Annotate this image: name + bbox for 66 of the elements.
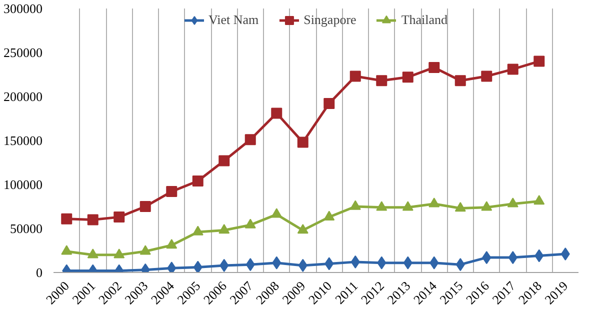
point	[244, 218, 256, 228]
point	[114, 212, 125, 223]
point	[350, 255, 360, 268]
x-tick-label: 2011	[332, 278, 361, 307]
point	[428, 62, 440, 73]
point	[430, 256, 439, 270]
point	[192, 175, 204, 186]
point	[454, 75, 466, 86]
point	[507, 198, 518, 208]
point	[87, 248, 98, 258]
point	[454, 202, 466, 212]
point	[456, 258, 465, 272]
point	[534, 56, 545, 67]
point	[272, 256, 282, 270]
point	[560, 248, 570, 261]
point	[140, 245, 151, 255]
point	[140, 201, 151, 212]
point	[271, 108, 282, 119]
point	[298, 258, 308, 272]
point	[324, 98, 335, 110]
point	[166, 186, 178, 198]
point	[87, 214, 98, 226]
point	[507, 64, 518, 75]
point	[481, 201, 492, 211]
point	[482, 251, 492, 264]
point	[297, 224, 308, 234]
point	[244, 134, 256, 146]
point	[376, 75, 388, 86]
legend-label: Viet Nam	[208, 12, 259, 28]
point	[271, 208, 282, 218]
point	[481, 70, 492, 82]
point	[167, 262, 176, 272]
point	[220, 258, 229, 272]
point	[376, 201, 388, 211]
y-tick-label: 200000	[4, 89, 42, 104]
point	[508, 251, 518, 264]
point	[297, 136, 308, 148]
y-tick-label: 150000	[4, 133, 42, 148]
point	[377, 256, 386, 270]
point	[402, 201, 414, 211]
point	[218, 224, 230, 234]
legend-label: Thailand	[401, 12, 448, 28]
y-tick-label: 250000	[4, 45, 42, 60]
point	[402, 72, 414, 83]
point	[193, 260, 202, 272]
point	[534, 249, 544, 262]
point	[428, 198, 440, 208]
point	[403, 256, 412, 270]
point	[534, 194, 545, 205]
y-tick-label: 50000	[10, 221, 42, 236]
point	[61, 245, 72, 255]
x-tick-label: 2001	[69, 278, 98, 308]
point	[114, 248, 125, 258]
y-tick-label: 100000	[4, 177, 42, 192]
point	[324, 210, 335, 220]
point	[192, 226, 204, 236]
point	[166, 238, 178, 249]
point	[246, 258, 255, 272]
point	[218, 155, 230, 166]
y-tick-label: 300000	[4, 1, 42, 16]
point	[61, 213, 72, 224]
point	[350, 70, 361, 82]
point	[350, 200, 361, 210]
y-tick-label: 0	[36, 265, 42, 280]
legend-label: Singapore	[304, 12, 356, 28]
point	[324, 257, 334, 270]
